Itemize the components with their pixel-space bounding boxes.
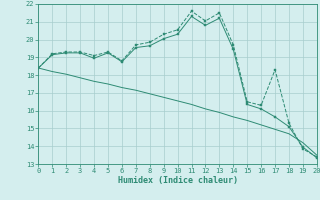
X-axis label: Humidex (Indice chaleur): Humidex (Indice chaleur): [118, 176, 238, 185]
